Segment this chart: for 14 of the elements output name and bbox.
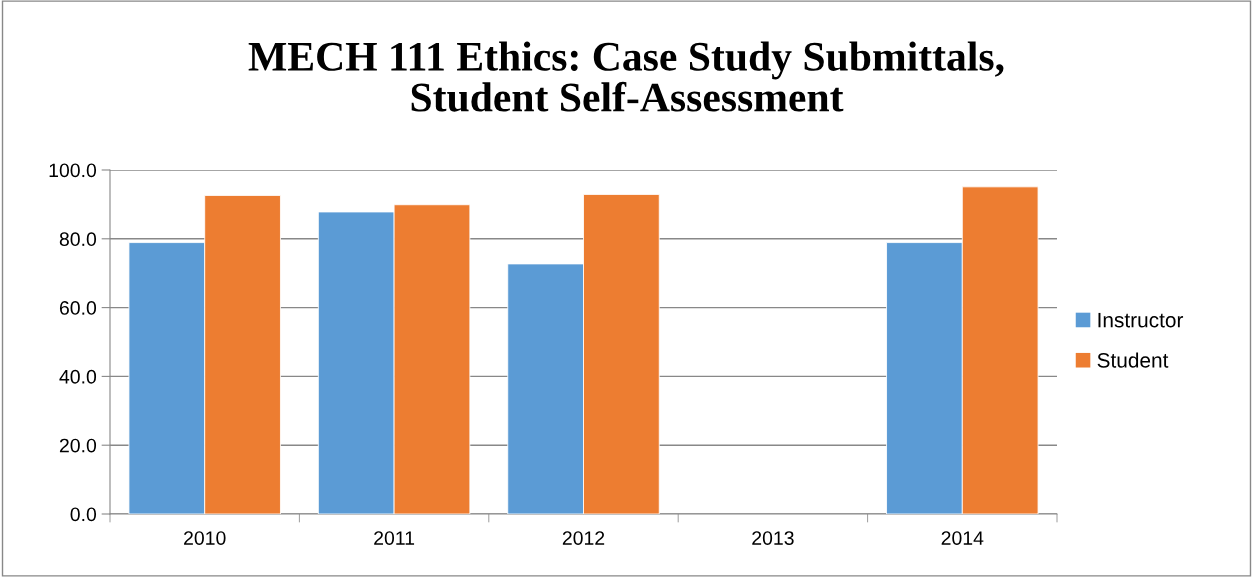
y-tick-label: 20.0 xyxy=(59,438,97,453)
y-tick-label: 80.0 xyxy=(59,232,97,247)
x-tick-label: 2010 xyxy=(184,531,226,545)
y-tick-label: 0.0 xyxy=(70,507,97,522)
y-tick-label: 40.0 xyxy=(59,369,97,384)
x-tick-label: 2011 xyxy=(374,531,415,545)
chart-title: MECH 111 Ethics: Case Study Submittals, Student Self-Assessment xyxy=(248,41,1004,112)
y-tick-label: 100.0 xyxy=(49,163,97,178)
x-tick-label: 2013 xyxy=(752,531,794,545)
y-tick-label: 60.0 xyxy=(59,301,97,315)
x-tick-label: 2012 xyxy=(562,531,605,545)
legend-label: Student xyxy=(1097,352,1169,368)
x-tick-label: 2014 xyxy=(941,531,984,545)
legend-label: Instructor xyxy=(1098,312,1184,328)
